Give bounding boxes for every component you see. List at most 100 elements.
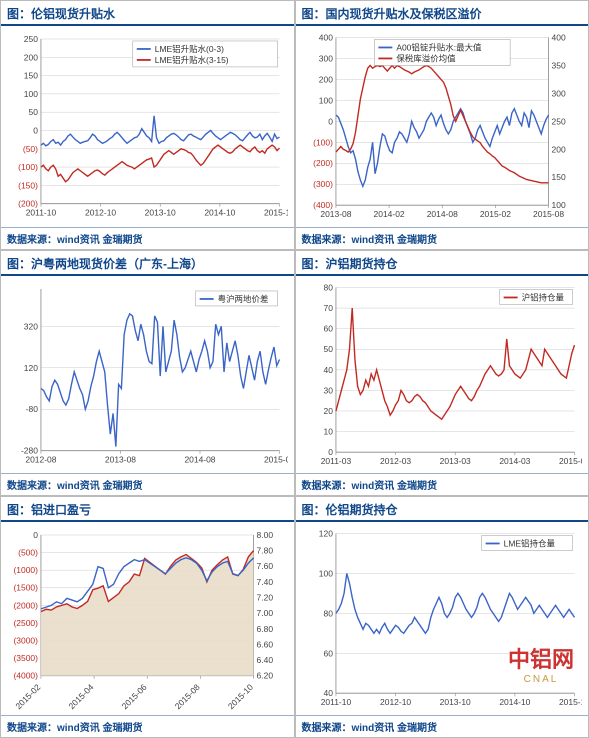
svg-text:120: 120 [318, 529, 332, 539]
svg-text:(3000): (3000) [13, 636, 38, 646]
svg-text:保税库溢价均值: 保税库溢价均值 [396, 53, 456, 63]
svg-text:10: 10 [323, 426, 333, 436]
svg-text:300: 300 [551, 88, 565, 98]
panel-3-footer: 数据来源：wind资讯 金瑞期货 [1, 473, 294, 495]
svg-text:(500): (500) [18, 548, 38, 558]
svg-text:2015-08: 2015-08 [173, 682, 202, 711]
svg-text:350: 350 [551, 60, 565, 70]
panel-1-footer: 数据来源：wind资讯 金瑞期货 [1, 227, 294, 249]
svg-text:80: 80 [323, 282, 333, 292]
panel-6: 图：伦铝期货持仓 4060801001202011-102012-102013-… [295, 496, 589, 738]
svg-text:LME铝升贴水(0-3): LME铝升贴水(0-3) [155, 44, 224, 54]
panel-4-footer: 数据来源：wind资讯 金瑞期货 [296, 473, 589, 495]
svg-text:2015-02: 2015-02 [479, 209, 510, 219]
panel-2-footer: 数据来源：wind资讯 金瑞期货 [296, 227, 589, 249]
panel-6-title: 图：伦铝期货持仓 [296, 497, 589, 522]
svg-text:250: 250 [551, 116, 565, 126]
panel-6-footer: 数据来源：wind资讯 金瑞期货 [296, 715, 589, 737]
chart-4-area: 010203040506070802011-032012-032013-0320… [302, 280, 583, 472]
svg-text:400: 400 [318, 32, 332, 42]
svg-text:2015-10: 2015-10 [264, 208, 288, 218]
svg-text:2014-10: 2014-10 [499, 697, 530, 707]
svg-text:6.20: 6.20 [257, 671, 274, 681]
svg-text:(300): (300) [313, 179, 333, 189]
svg-text:2015-02: 2015-02 [13, 682, 42, 711]
svg-text:6.80: 6.80 [257, 624, 274, 634]
svg-text:2015-08: 2015-08 [264, 454, 288, 464]
panel-3-title: 图：沪粤两地现货价差（广东-上海） [1, 251, 294, 276]
svg-text:30: 30 [323, 385, 333, 395]
svg-text:200: 200 [24, 52, 38, 62]
svg-text:2015-10: 2015-10 [558, 697, 582, 707]
svg-text:320: 320 [24, 321, 38, 331]
svg-text:(100): (100) [313, 137, 333, 147]
panel-1-title: 图：伦铝现货升贴水 [1, 1, 294, 26]
chart-2-area: (400)(300)(200)(100)01002003004001001502… [302, 30, 583, 225]
svg-text:(1500): (1500) [13, 583, 38, 593]
svg-text:2015-06: 2015-06 [120, 682, 149, 711]
panel-2: 图：国内现货升贴水及保税区溢价 (400)(300)(200)(100)0100… [295, 0, 589, 250]
svg-text:7.60: 7.60 [257, 562, 274, 572]
svg-text:2013-08: 2013-08 [105, 454, 136, 464]
svg-text:6.40: 6.40 [257, 655, 274, 665]
svg-text:2012-03: 2012-03 [380, 456, 411, 466]
svg-text:200: 200 [551, 144, 565, 154]
svg-text:100: 100 [318, 95, 332, 105]
svg-text:(2000): (2000) [13, 601, 38, 611]
svg-text:50: 50 [29, 107, 39, 117]
panel-3: 图：沪粤两地现货价差（广东-上海） -280-801203202012-0820… [0, 250, 295, 497]
svg-text:7.80: 7.80 [257, 546, 274, 556]
svg-text:7.00: 7.00 [257, 608, 274, 618]
svg-text:(1000): (1000) [13, 565, 38, 575]
svg-text:2011-10: 2011-10 [320, 697, 351, 707]
svg-text:2013-10: 2013-10 [145, 208, 176, 218]
svg-text:20: 20 [323, 406, 333, 416]
svg-text:2014-08: 2014-08 [184, 454, 215, 464]
svg-text:粤沪两地价差: 粤沪两地价差 [218, 294, 269, 304]
svg-text:50: 50 [323, 344, 333, 354]
svg-text:-80: -80 [26, 404, 39, 414]
svg-text:8.00: 8.00 [257, 530, 274, 540]
svg-text:0: 0 [328, 116, 333, 126]
svg-text:2013-08: 2013-08 [320, 209, 351, 219]
svg-text:7.40: 7.40 [257, 577, 274, 587]
svg-text:(50): (50) [23, 144, 38, 154]
svg-text:2014-08: 2014-08 [426, 209, 457, 219]
svg-text:2015-08: 2015-08 [533, 209, 564, 219]
svg-text:(100): (100) [18, 162, 38, 172]
svg-text:LME铝持仓量: LME铝持仓量 [503, 539, 555, 549]
svg-text:2015-04: 2015-04 [66, 682, 95, 711]
svg-text:2015-03: 2015-03 [558, 456, 582, 466]
svg-text:80: 80 [323, 609, 333, 619]
svg-text:70: 70 [323, 303, 333, 313]
svg-text:6.60: 6.60 [257, 640, 274, 650]
svg-text:2012-08: 2012-08 [25, 454, 56, 464]
svg-text:2011-03: 2011-03 [320, 456, 351, 466]
svg-text:2014-03: 2014-03 [499, 456, 530, 466]
svg-text:300: 300 [318, 53, 332, 63]
svg-text:40: 40 [323, 364, 333, 374]
svg-text:200: 200 [318, 74, 332, 84]
svg-text:400: 400 [551, 32, 565, 42]
svg-text:沪铝持仓量: 沪铝持仓量 [521, 292, 564, 302]
panel-4-title: 图：沪铝期货持仓 [296, 251, 589, 276]
svg-text:2015-10: 2015-10 [226, 682, 255, 711]
panel-5-title: 图：铝进口盈亏 [1, 497, 294, 522]
svg-text:(3500): (3500) [13, 653, 38, 663]
chart-6-area: 4060801001202011-102012-102013-102014-10… [302, 526, 583, 713]
panel-4: 图：沪铝期货持仓 010203040506070802011-032012-03… [295, 250, 589, 497]
svg-text:2014-10: 2014-10 [204, 208, 235, 218]
svg-text:2014-02: 2014-02 [373, 209, 404, 219]
chart-3-area: -280-801203202012-082013-082014-082015-0… [7, 280, 288, 472]
svg-text:2012-10: 2012-10 [380, 697, 411, 707]
svg-text:100: 100 [318, 569, 332, 579]
svg-text:LME铝升贴水(3-15): LME铝升贴水(3-15) [155, 55, 229, 65]
svg-text:(2500): (2500) [13, 618, 38, 628]
svg-text:2013-10: 2013-10 [439, 697, 470, 707]
svg-text:0: 0 [33, 530, 38, 540]
svg-text:60: 60 [323, 649, 333, 659]
chart-1-area: (200)(150)(100)(50)0501001502002502011-1… [7, 30, 288, 225]
svg-text:150: 150 [24, 71, 38, 81]
panel-2-title: 图：国内现货升贴水及保税区溢价 [296, 1, 589, 26]
svg-text:2012-10: 2012-10 [85, 208, 116, 218]
